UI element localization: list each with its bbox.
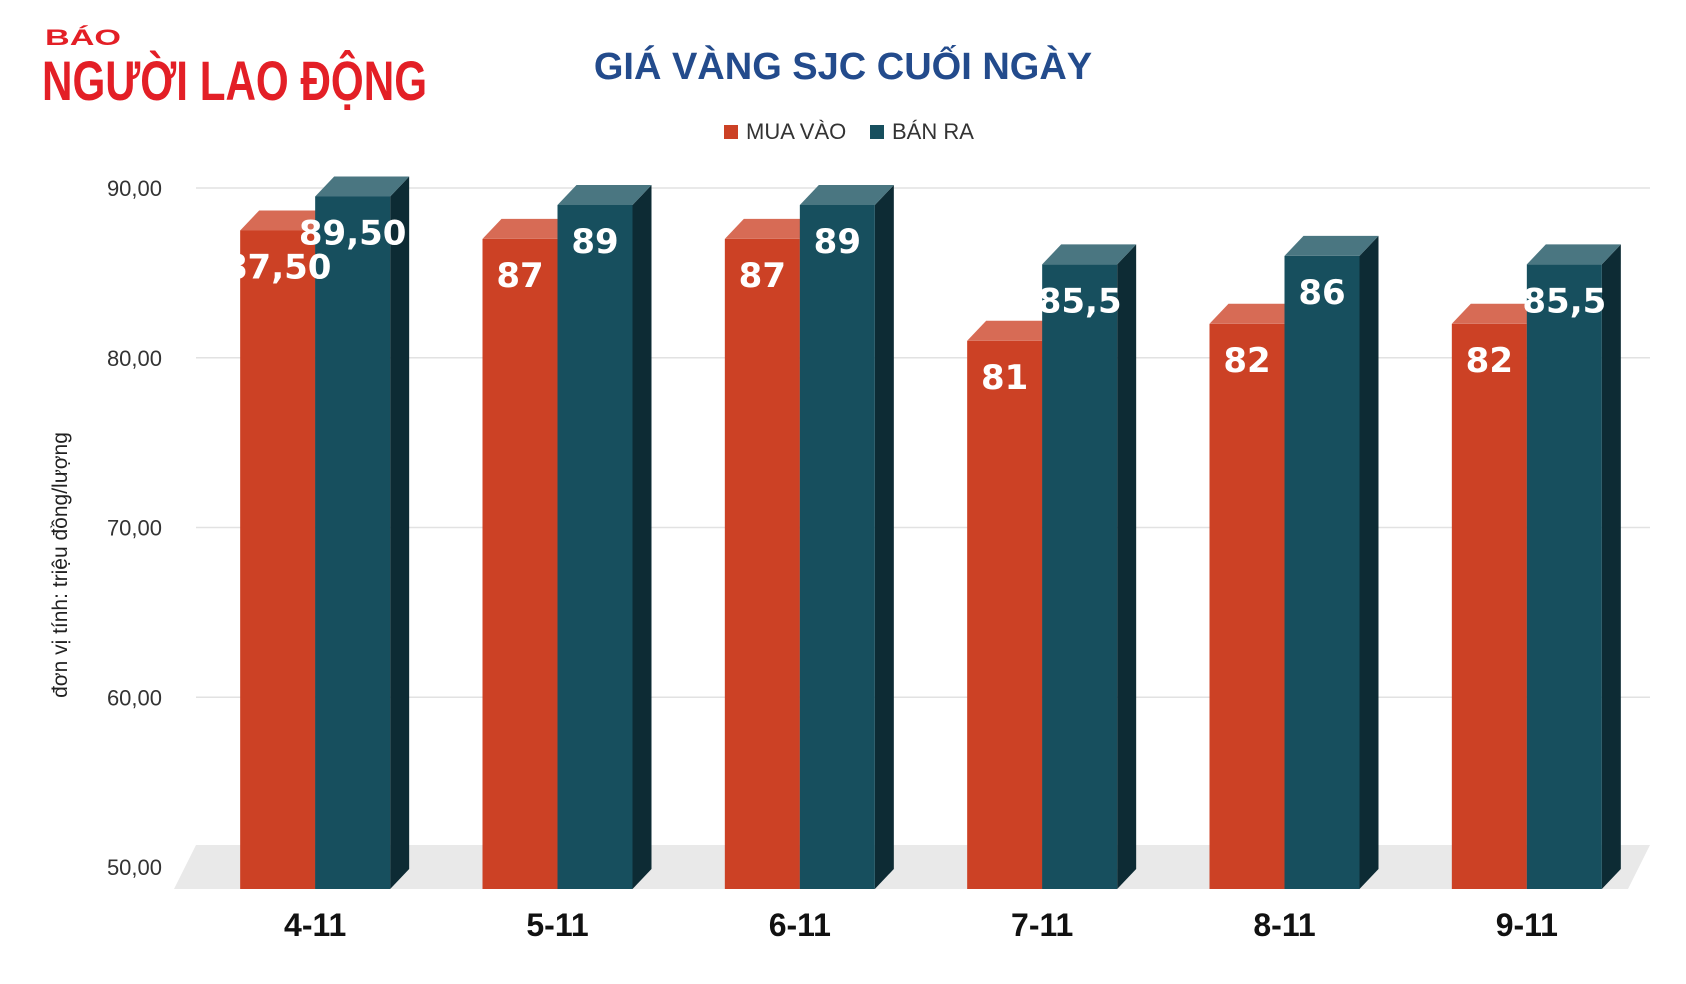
bar-front-0-4 [1209,323,1285,889]
brand-logo-main: NGƯỜI LAO ĐỘNG [42,49,427,112]
y-tick-label-3: 80,00 [107,346,162,371]
bar-front-0-2 [724,238,800,890]
bar-top-0-3 [967,320,1062,341]
data-label-0-3: 81 [981,358,1028,398]
bar-side-1-1 [632,184,652,890]
data-label-0-4: 82 [1223,341,1270,381]
bar-1-4 [1284,235,1379,889]
bar-side-1-0 [390,176,410,890]
data-label-1-3: 85,5 [1038,281,1122,321]
bar-top-0-0 [240,210,335,231]
y-tick-label-1: 60,00 [107,685,162,710]
x-tick-label-2: 6-11 [769,907,831,943]
bar-1-3 [1042,244,1137,889]
legend-swatch-0 [724,125,738,139]
data-label-1-1: 89 [571,222,618,262]
legend-swatch-1 [870,125,884,139]
bar-front-1-1 [557,204,633,890]
y-tick-label-4: 90,00 [107,176,162,201]
bar-front-0-0 [240,230,316,889]
data-label-1-4: 86 [1298,273,1345,313]
x-tick-label-4: 8-11 [1253,907,1315,943]
data-label-0-0: 87,50 [224,247,332,287]
bar-top-1-4 [1284,235,1379,256]
bar-side-1-3 [1117,244,1137,889]
bar-side-1-4 [1359,235,1379,889]
y-tick-label-2: 70,00 [107,516,162,541]
bar-front-1-3 [1042,264,1118,889]
bar-front-1-5 [1526,264,1602,889]
bar-front-0-1 [482,238,558,890]
bar-1-0 [315,176,410,890]
x-axis-categories: 4-11 5-11 6-11 7-11 8-11 9-11 [284,907,1558,943]
bar-top-1-3 [1042,244,1137,265]
data-label-1-0: 89,50 [299,213,407,253]
bar-top-1-2 [799,184,894,205]
x-tick-label-1: 5-11 [526,907,588,943]
legend-label-1: BÁN RA [892,119,974,144]
bar-1-2 [799,184,894,890]
data-label-1-2: 89 [814,222,861,262]
x-tick-label-0: 4-11 [284,907,346,943]
bar-top-0-5 [1451,303,1546,324]
grid [196,187,1650,698]
y-tick-label-0: 50,00 [107,855,162,880]
bar-top-0-4 [1209,303,1304,324]
bars [240,176,1621,890]
data-label-0-1: 87 [496,256,543,296]
bar-front-0-3 [967,340,1043,889]
brand-logo-top: BÁO [45,25,121,50]
brand-logo: BÁO NGƯỜI LAO ĐỘNG [42,25,427,112]
legend-label-0: MUA VÀO [746,119,846,144]
bar-front-1-0 [315,196,391,890]
bar-top-1-1 [557,184,652,205]
y-axis-label: đơn vị tính: triệu đồng/lượng [49,432,72,698]
bar-front-1-4 [1284,255,1360,889]
bar-top-0-1 [482,218,577,239]
x-tick-label-3: 7-11 [1011,907,1073,943]
bar-front-1-2 [799,204,875,890]
data-label-1-5: 85,5 [1522,281,1606,321]
bar-top-0-2 [724,218,819,239]
bar-side-1-2 [874,184,894,890]
bar-top-1-5 [1526,244,1621,265]
x-tick-label-5: 9-11 [1496,907,1558,943]
y-axis-ticks: 50,00 60,00 70,00 80,00 90,00 [107,176,162,880]
bar-1-5 [1526,244,1621,889]
bar-top-1-0 [315,176,410,197]
data-label-0-2: 87 [739,256,786,296]
bar-front-0-5 [1451,323,1527,889]
bar-side-1-5 [1601,244,1621,889]
data-label-0-5: 82 [1466,341,1513,381]
chart-title: GIÁ VÀNG SJC CUỐI NGÀY [594,43,1092,88]
bar-1-1 [557,184,652,890]
legend: MUA VÀO BÁN RA [724,119,974,144]
